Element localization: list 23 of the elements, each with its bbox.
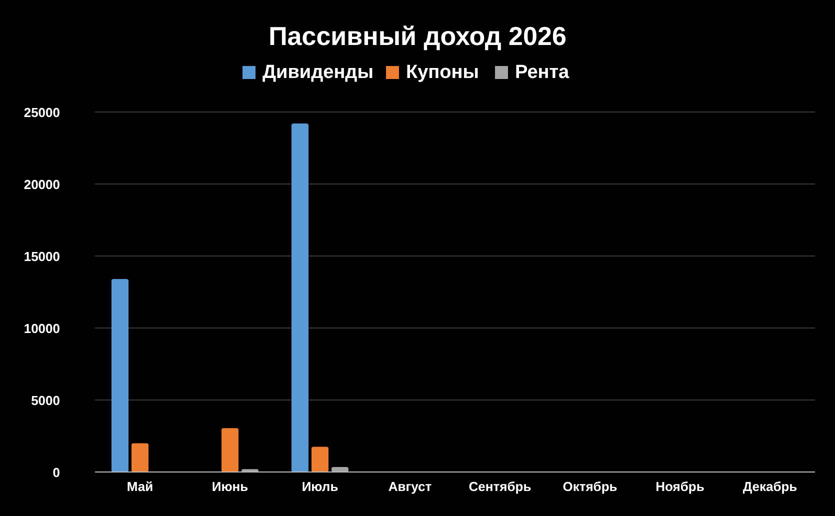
y-tick-label: 20000: [24, 177, 60, 192]
legend-label: Рента: [515, 62, 570, 83]
bar: [222, 428, 238, 472]
chart-title: Пассивный доход 2026: [268, 21, 566, 51]
x-tick-label: Сентябрь: [468, 479, 532, 494]
legend-label: Купоны: [406, 62, 479, 83]
y-tick-label: 5000: [31, 393, 60, 408]
bar: [292, 124, 308, 472]
bar: [132, 443, 148, 472]
legend-label: Дивиденды: [262, 62, 374, 83]
bar: [112, 279, 128, 472]
x-tick-label: Июнь: [212, 479, 248, 494]
bar: [312, 446, 328, 472]
y-tick-label: 25000: [24, 105, 60, 120]
x-tick-label: Ноябрь: [656, 479, 704, 494]
x-tick-label: Май: [126, 479, 154, 494]
x-tick-label: Июль: [302, 479, 338, 494]
x-tick-label: Декабрь: [742, 479, 798, 494]
y-tick-label: 10000: [24, 321, 60, 336]
x-tick-label: Август: [388, 479, 432, 494]
x-tick-label: Октябрь: [562, 479, 618, 494]
y-tick-label: 15000: [24, 249, 60, 264]
y-tick-label: 0: [52, 465, 60, 480]
